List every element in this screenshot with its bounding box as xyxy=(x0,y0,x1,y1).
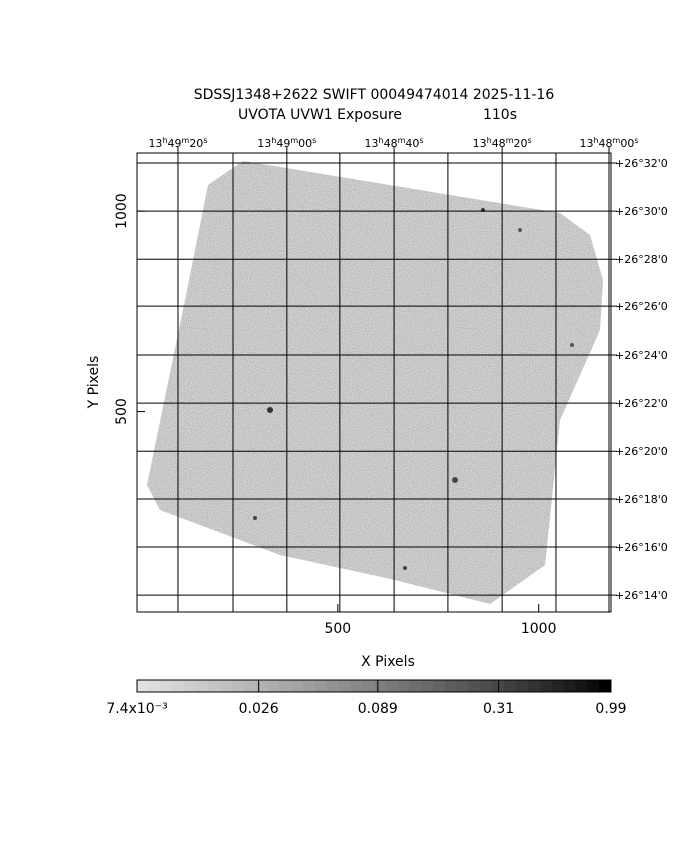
colorbar-step xyxy=(160,680,174,692)
colorbar-step xyxy=(184,680,197,692)
colorbar-step xyxy=(196,680,209,692)
dec-tick-label: +26°14'0 xyxy=(615,589,668,602)
plot-frame xyxy=(136,152,612,613)
dec-tick-label: +26°28'0 xyxy=(615,253,668,266)
colorbar-step xyxy=(421,680,434,692)
dec-tick-label: +26°24'0 xyxy=(615,349,668,362)
colorbar-step xyxy=(350,680,363,692)
title: SDSSJ1348+2622 SWIFT 00049474014 2025-11… xyxy=(194,87,555,103)
dec-tick-label: +26°26'0 xyxy=(615,300,668,313)
colorbar-step xyxy=(338,680,351,692)
colorbar-step xyxy=(385,680,399,692)
colorbar-step xyxy=(539,680,553,692)
colorbar-step xyxy=(291,680,304,692)
colorbar-step xyxy=(563,680,576,692)
colorbar-step xyxy=(267,680,280,692)
colorbar-step xyxy=(456,680,470,692)
exposure: 110s xyxy=(483,107,517,123)
x-axis-label: X Pixels xyxy=(361,654,415,670)
ra-tick-label: 13h48m00s xyxy=(579,136,638,150)
ra-tick-label: 13h48m20s xyxy=(473,136,532,150)
colorbar-step xyxy=(599,680,612,692)
colorbar-step xyxy=(445,680,458,692)
dec-tick-label: +26°16'0 xyxy=(615,541,668,554)
colorbar-tick-label: 7.4x10⁻³ xyxy=(106,701,167,717)
colorbar-step xyxy=(326,680,339,692)
colorbar-step xyxy=(243,680,256,692)
ra-tick-label: 13h49m20s xyxy=(148,136,207,150)
colorbar-step xyxy=(397,680,411,692)
y-tick-label: 1000 xyxy=(114,193,130,229)
colorbar-step xyxy=(468,680,482,692)
x-tick-label: 1000 xyxy=(521,621,557,637)
colorbar-step xyxy=(148,680,162,692)
colorbar-step xyxy=(374,680,387,692)
colorbar-step xyxy=(587,680,600,692)
colorbar-tick-label: 0.026 xyxy=(239,701,279,717)
colorbar-step xyxy=(480,680,493,692)
dec-tick-label: +26°32'0 xyxy=(615,157,668,170)
colorbar-step xyxy=(231,680,245,692)
colorbar-step xyxy=(255,680,268,692)
colorbar-step xyxy=(409,680,422,692)
dec-tick-label: +26°22'0 xyxy=(615,397,668,410)
subtitle: UVOTA UVW1 Exposure xyxy=(238,107,402,123)
ra-tick-label: 13h48m40s xyxy=(365,136,424,150)
ra-tick-label: 13h49m00s xyxy=(257,136,316,150)
colorbar-step xyxy=(433,680,446,692)
colorbar-step xyxy=(279,680,292,692)
colorbar-step xyxy=(302,680,316,692)
colorbar-tick-label: 0.99 xyxy=(595,701,626,717)
colorbar-tick-label: 0.31 xyxy=(483,701,514,717)
colorbar-frame xyxy=(136,679,612,693)
y-axis-label: Y Pixels xyxy=(86,356,102,410)
colorbar-step xyxy=(528,680,541,692)
colorbar-step xyxy=(314,680,328,692)
dec-tick-label: +26°30'0 xyxy=(615,205,668,218)
colorbar-step xyxy=(362,680,375,692)
colorbar-step xyxy=(219,680,233,692)
exposure-image xyxy=(147,161,603,604)
dec-tick-label: +26°20'0 xyxy=(615,445,668,458)
colorbar-step xyxy=(172,680,185,692)
x-tick-label: 500 xyxy=(324,621,351,637)
colorbar-tick-label: 0.089 xyxy=(358,701,398,717)
colorbar-step xyxy=(208,680,221,692)
dec-tick-label: +26°18'0 xyxy=(615,493,668,506)
colorbar-step xyxy=(551,680,565,692)
colorbar-step xyxy=(504,680,517,692)
y-tick-label: 500 xyxy=(114,398,130,425)
colorbar-step xyxy=(575,680,588,692)
colorbar-step xyxy=(516,680,529,692)
colorbar-step xyxy=(137,680,150,692)
